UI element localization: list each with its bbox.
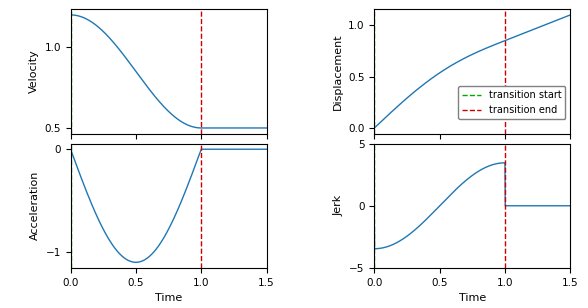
Y-axis label: Displacement: Displacement — [333, 33, 343, 110]
X-axis label: Time: Time — [459, 293, 486, 303]
X-axis label: Time: Time — [155, 293, 182, 303]
Legend: transition start, transition end: transition start, transition end — [457, 86, 566, 119]
Y-axis label: Jerk: Jerk — [334, 195, 344, 217]
Y-axis label: Velocity: Velocity — [29, 50, 39, 93]
Y-axis label: Acceleration: Acceleration — [30, 171, 40, 241]
